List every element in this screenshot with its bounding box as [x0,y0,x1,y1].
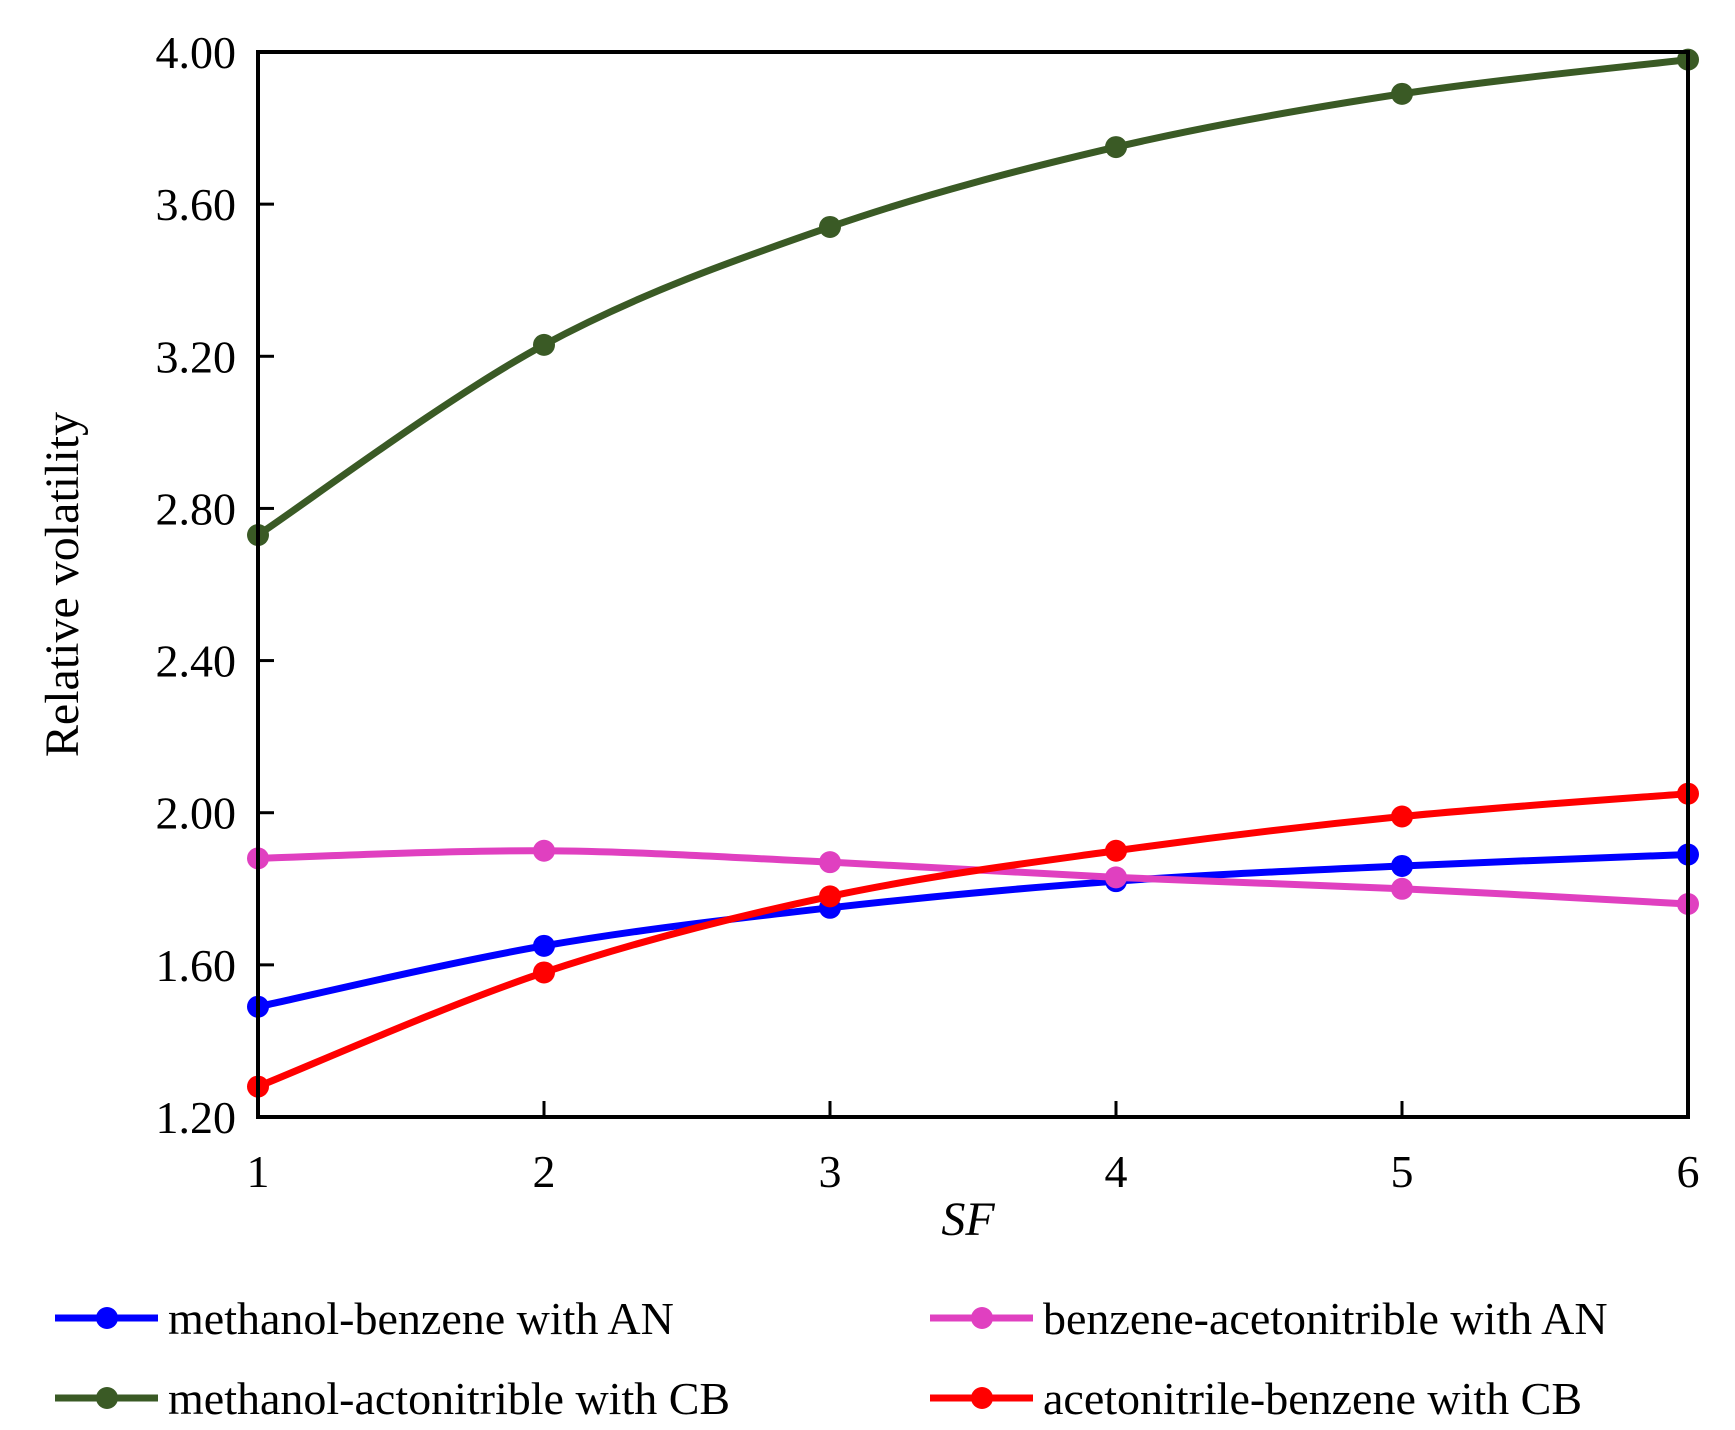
x-tick-label: 5 [1391,1146,1414,1197]
data-point [819,215,841,238]
legend-swatch-marker [971,1307,993,1329]
y-axis-title: Relative volatility [36,412,89,757]
y-tick-labels: 1.20 1.60 2.00 2.40 2.80 3.20 3.60 4.00 [156,27,237,1143]
x-tick-labels: 1 2 3 4 5 6 [247,1146,1700,1197]
series-benzene-acetonitrible-with-an [247,839,1699,915]
series-line [257,851,1689,1011]
series-acetonitrile-benzene-with-cb [247,782,1699,1098]
data-point [533,333,555,356]
x-axis-title: SF [941,1193,995,1246]
y-tick-label: 1.20 [156,1092,237,1143]
plot-marks [247,48,1699,1098]
x-tick-label: 1 [247,1146,270,1197]
data-point [1391,877,1413,900]
plot-frame [256,50,1690,1119]
y-tick-label: 3.60 [156,179,237,230]
x-tick-label: 3 [819,1146,842,1197]
data-point [1391,854,1413,877]
legend-label: benzene-acetonitrible with AN [1043,1293,1608,1344]
axis-ticks [256,50,1690,1119]
y-tick-label: 2.80 [156,483,237,534]
legend-item: benzene-acetonitrible with AN [930,1293,1608,1344]
legend-label: methanol-actonitrible with CB [168,1373,730,1424]
x-tick-label: 2 [533,1146,556,1197]
legend-swatch-marker [96,1307,118,1329]
x-tick-label: 6 [1677,1146,1700,1197]
data-point [533,961,555,984]
data-point [819,885,841,908]
y-tick-label: 4.00 [156,27,237,78]
legend-label: acetonitrile-benzene with CB [1043,1373,1582,1424]
legend-label: methanol-benzene with AN [168,1293,674,1344]
y-tick-label: 2.00 [156,788,237,839]
legend-item: methanol-benzene with AN [55,1293,674,1344]
data-point [1391,82,1413,105]
y-tick-label: 3.20 [156,331,237,382]
data-point [1105,136,1127,159]
y-tick-label: 1.60 [156,940,237,991]
x-tick-label: 4 [1105,1146,1128,1197]
y-tick-label: 2.40 [156,636,237,687]
data-point [533,839,555,862]
legend-swatch-marker [96,1387,118,1409]
series-methanol-actonitrible-with-cb [247,48,1699,547]
series-line [256,56,1689,538]
legend: methanol-benzene with AN benzene-acetonit… [55,1293,1608,1424]
legend-item: methanol-actonitrible with CB [55,1373,730,1424]
data-point [1105,866,1127,889]
data-point [533,934,555,957]
legend-item: acetonitrile-benzene with CB [930,1373,1582,1424]
data-point [1391,805,1413,828]
series-line [256,790,1689,1090]
legend-swatch-marker [971,1387,993,1409]
data-point [1105,839,1127,862]
data-point [819,851,841,874]
